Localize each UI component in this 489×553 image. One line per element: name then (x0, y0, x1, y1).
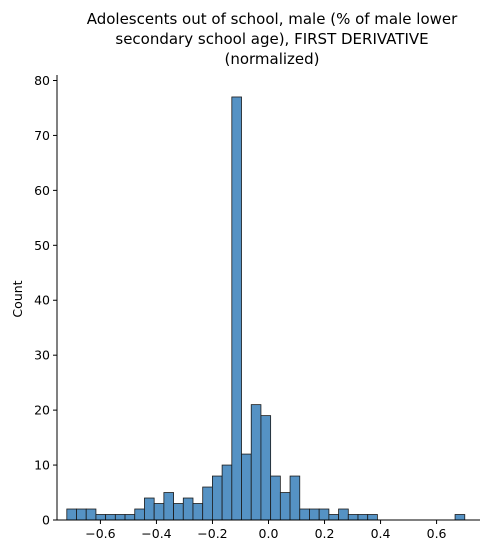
histogram-bar (241, 453, 252, 521)
histogram-bar (328, 514, 339, 521)
histogram-bar (134, 508, 145, 521)
x-tick-label: 0.4 (371, 526, 391, 541)
x-tick-label: −0.2 (197, 526, 227, 541)
x-tick-label: 0.2 (315, 526, 335, 541)
histogram-bar (454, 514, 466, 521)
y-axis-ticks: 0 10 20 30 40 50 60 70 80 (34, 73, 57, 528)
histogram-bar (95, 514, 107, 521)
y-tick-label: 50 (34, 238, 50, 253)
histogram-bar (367, 514, 378, 521)
histogram-bar (182, 497, 194, 521)
histogram-bar (318, 508, 330, 521)
x-tick-label: 0.0 (259, 526, 279, 541)
histogram-bar (270, 475, 281, 521)
histogram-bar (66, 508, 77, 521)
histogram-bar (347, 514, 359, 521)
y-tick-label: 70 (34, 128, 50, 143)
histogram-bar (299, 508, 310, 521)
histogram-bar (76, 508, 87, 521)
x-tick-label: −0.6 (85, 526, 115, 541)
histogram-bar (85, 508, 97, 521)
y-axis-label: Count (10, 280, 25, 317)
x-axis-ticks: −0.6 −0.4 −0.2 0.0 0.2 0.4 0.6 (85, 520, 447, 541)
y-tick-label: 40 (34, 293, 50, 308)
histogram-bar (231, 96, 242, 521)
histogram-bar (309, 508, 320, 521)
y-tick-label: 0 (42, 513, 50, 528)
histogram-bar (144, 497, 155, 521)
y-tick-label: 10 (34, 458, 50, 473)
title-line-1: Adolescents out of school, male (% of ma… (87, 10, 458, 28)
histogram-bar (114, 514, 126, 521)
histogram-bar (124, 514, 136, 521)
histogram-bar (202, 486, 213, 521)
x-tick-label: 0.6 (427, 526, 447, 541)
bars (66, 96, 466, 521)
y-tick-label: 30 (34, 348, 50, 363)
histogram-bar (163, 492, 174, 521)
histogram-bar (153, 503, 165, 521)
histogram-bar (173, 503, 184, 521)
y-tick-label: 20 (34, 403, 50, 418)
histogram-bar (289, 475, 301, 521)
histogram-bar (212, 475, 223, 521)
y-tick-label: 60 (34, 183, 50, 198)
histogram-bar (250, 404, 262, 521)
histogram-bar (260, 415, 272, 521)
histogram-bar (279, 492, 291, 521)
histogram-bar (357, 514, 369, 521)
chart-title: Adolescents out of school, male (% of ma… (87, 10, 458, 68)
histogram-bar (221, 464, 233, 521)
title-line-2: secondary school age), FIRST DERIVATIVE (115, 30, 428, 48)
x-tick-label: −0.4 (141, 526, 171, 541)
histogram-bar (192, 503, 204, 521)
histogram-bar (105, 514, 116, 521)
title-line-3: (normalized) (224, 50, 319, 68)
histogram-bar (338, 508, 349, 521)
y-tick-label: 80 (34, 73, 50, 88)
